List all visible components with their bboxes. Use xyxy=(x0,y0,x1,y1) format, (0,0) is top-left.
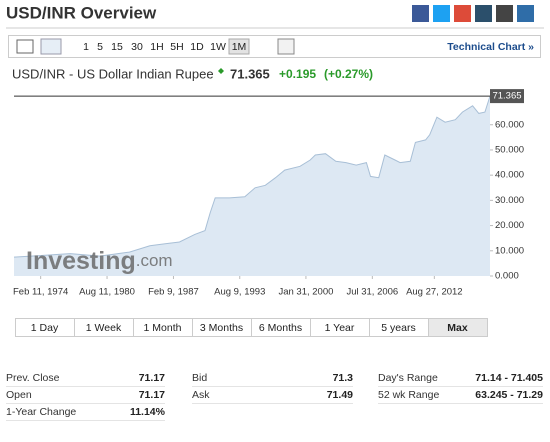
y-tick-label: 10.000 xyxy=(495,245,524,256)
stat-label: Ask xyxy=(192,389,210,401)
google-icon[interactable] xyxy=(454,5,471,22)
stocktwits-icon[interactable] xyxy=(475,5,492,22)
period-buttons: 1 5 15 30 1H 5H 1D 1W 1M xyxy=(83,38,250,55)
last-price-label: 71.365 xyxy=(492,91,521,102)
share-icons xyxy=(412,5,534,22)
facebook-icon[interactable] xyxy=(412,5,429,22)
toolbar xyxy=(8,35,541,58)
watermark: Investing.com xyxy=(26,247,173,275)
plot-area: 0.000 10.000 20.000 30.000 40.000 50.000 60.00… xyxy=(13,88,524,298)
period-button[interactable]: 30 xyxy=(131,41,143,53)
stat-value: 71.3 xyxy=(333,372,354,384)
stat-value: 71.14 - 71.405 xyxy=(475,372,543,384)
y-tick-label: 0.000 xyxy=(495,271,519,282)
technical-chart-link[interactable]: Technical Chart » xyxy=(447,41,534,53)
x-tick-label: Aug 9, 1993 xyxy=(214,287,265,298)
watermark-domain: .com xyxy=(136,251,173,270)
up-arrow xyxy=(218,68,224,74)
x-tick-label: Feb 9, 1987 xyxy=(148,287,199,298)
stat-value: 63.245 - 71.29 xyxy=(475,389,543,401)
stat-label: Open xyxy=(6,389,32,401)
last-price-tag xyxy=(490,89,524,104)
range-button[interactable]: 1 Month xyxy=(144,322,182,334)
range-buttons: 1 Day 1 Week 1 Month 3 Months 6 Months 1 Year… xyxy=(15,318,488,337)
x-tick-label: Aug 27, 2012 xyxy=(406,287,463,298)
x-tick-label: Jul 31, 2006 xyxy=(346,287,398,298)
y-tick-label: 50.000 xyxy=(495,144,524,155)
period-button[interactable]: 1D xyxy=(190,41,204,53)
stat-value: 71.49 xyxy=(327,389,353,401)
range-button-bg xyxy=(428,318,488,337)
stat-value: 71.17 xyxy=(139,389,165,401)
y-tick-label: 40.000 xyxy=(495,170,524,181)
area-icon[interactable] xyxy=(40,38,62,55)
period-active-bg xyxy=(228,38,250,55)
stat-value: 11.14% xyxy=(130,406,166,418)
stats-table: Prev. Close 71.17 Bid 71.3 Day's Range 71.14 … xyxy=(6,372,543,421)
twitter-icon[interactable] xyxy=(433,5,450,22)
y-tick-label: 60.000 xyxy=(495,119,524,130)
range-button[interactable]: 6 Months xyxy=(259,322,302,334)
range-button[interactable]: 5 years xyxy=(381,322,415,334)
stat-label: Bid xyxy=(192,372,207,384)
x-tick-label: Aug 11, 1980 xyxy=(79,287,135,298)
period-button[interactable]: 5 xyxy=(97,41,103,53)
range-button[interactable]: 3 Months xyxy=(200,322,243,334)
change-percent: (+0.27%) xyxy=(324,67,373,81)
area-fill xyxy=(14,96,490,276)
period-button[interactable]: 5H xyxy=(170,41,183,53)
instrument-name: USD/INR - US Dollar Indian Rupee xyxy=(12,66,214,81)
range-button[interactable]: 1 Week xyxy=(86,322,122,334)
stat-label: Prev. Close xyxy=(6,372,60,384)
area-line xyxy=(13,95,491,258)
range-button[interactable]: 1 Day xyxy=(31,322,59,334)
linkedin-icon[interactable] xyxy=(517,5,534,22)
page-title: USD/INR Overview xyxy=(6,3,157,22)
x-tick-label: Jan 31, 2000 xyxy=(278,287,333,298)
stat-label: Day's Range xyxy=(378,372,438,384)
range-button[interactable]: Max xyxy=(447,322,468,334)
stat-value: 71.17 xyxy=(139,372,165,384)
settings-icon[interactable] xyxy=(277,38,295,55)
watermark-brand: Investing xyxy=(26,247,136,275)
y-tick-label: 20.000 xyxy=(495,220,524,231)
period-button[interactable]: 1M xyxy=(232,41,247,53)
stat-label: 52 wk Range xyxy=(378,389,439,401)
last-price: 71.365 xyxy=(230,66,270,81)
candle-icon[interactable] xyxy=(16,39,34,54)
period-button[interactable]: 1W xyxy=(210,41,226,53)
change: +0.195 xyxy=(279,67,316,81)
period-button[interactable]: 15 xyxy=(111,41,123,53)
period-button[interactable]: 1 xyxy=(83,41,89,53)
stat-label: 1-Year Change xyxy=(6,406,76,418)
period-button[interactable]: 1H xyxy=(150,41,163,53)
y-tick-label: 30.000 xyxy=(495,195,524,206)
x-tick-label: Feb 11, 1974 xyxy=(13,287,68,298)
email-icon[interactable] xyxy=(496,5,513,22)
range-button[interactable]: 1 Year xyxy=(325,322,355,334)
